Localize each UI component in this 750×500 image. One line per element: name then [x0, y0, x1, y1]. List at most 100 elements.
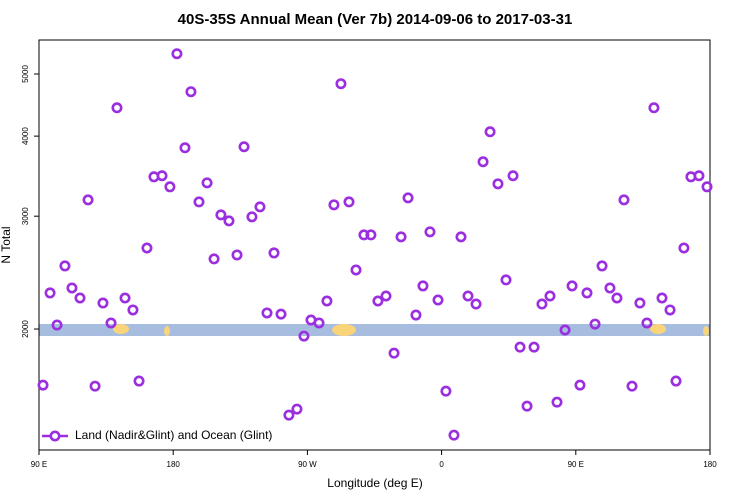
point — [701, 181, 713, 193]
point — [440, 385, 452, 397]
point — [254, 201, 266, 213]
point — [500, 274, 512, 286]
point — [417, 280, 429, 292]
point — [179, 142, 191, 154]
point — [604, 282, 616, 294]
point — [208, 253, 220, 265]
point — [470, 298, 482, 310]
point — [641, 317, 653, 329]
point — [156, 170, 168, 182]
point — [105, 317, 117, 329]
point — [492, 178, 504, 190]
point — [223, 215, 235, 227]
point — [193, 196, 205, 208]
point — [372, 295, 384, 307]
x-tick-label: 0 — [439, 460, 444, 469]
x-tick-label: 90 W — [298, 460, 317, 469]
point — [484, 126, 496, 138]
point — [268, 247, 280, 259]
y-tick-label: 2000 — [21, 320, 30, 338]
point — [395, 231, 407, 243]
point — [528, 341, 540, 353]
point — [634, 297, 646, 309]
x-tick-label: 90 E — [31, 460, 47, 469]
point — [59, 260, 71, 272]
y-tick-label: 5000 — [21, 65, 30, 83]
point — [611, 292, 623, 304]
point — [477, 156, 489, 168]
point — [566, 280, 578, 292]
point — [664, 304, 676, 316]
point — [74, 292, 86, 304]
point — [51, 319, 63, 331]
legend-marker — [49, 430, 61, 442]
point — [536, 298, 548, 310]
point — [133, 375, 145, 387]
point — [455, 231, 467, 243]
point — [507, 170, 519, 182]
point — [164, 181, 176, 193]
land-blobs — [113, 324, 709, 336]
point — [648, 102, 660, 114]
point — [402, 192, 414, 204]
point — [261, 307, 273, 319]
point — [596, 260, 608, 272]
point — [201, 177, 213, 189]
point — [66, 282, 78, 294]
y-tick-label: 4000 — [21, 127, 30, 145]
point — [89, 380, 101, 392]
point — [328, 199, 340, 211]
chart-title: 40S-35S Annual Mean (Ver 7b) 2014-09-06 … — [178, 11, 573, 28]
point — [343, 196, 355, 208]
point — [432, 294, 444, 306]
legend: Land (Nadir&Glint) and Ocean (Glint) — [42, 428, 272, 442]
point — [97, 297, 109, 309]
x-tick-label: 180 — [167, 460, 181, 469]
legend-label: Land (Nadir&Glint) and Ocean (Glint) — [75, 428, 272, 442]
point — [335, 78, 347, 90]
point — [514, 341, 526, 353]
point — [231, 249, 243, 261]
point — [298, 330, 310, 342]
point — [111, 102, 123, 114]
point — [350, 264, 362, 276]
point — [141, 242, 153, 254]
point — [693, 170, 705, 182]
point — [656, 292, 668, 304]
mask-band — [39, 324, 710, 336]
y-tick-label: 3000 — [21, 207, 30, 225]
plot-frame — [38, 39, 711, 451]
point — [380, 290, 392, 302]
point — [313, 317, 325, 329]
point — [678, 242, 690, 254]
point — [462, 290, 474, 302]
point — [581, 287, 593, 299]
point — [365, 229, 377, 241]
point — [82, 194, 94, 206]
point — [37, 379, 49, 391]
x-tick-label: 180 — [703, 460, 717, 469]
point — [410, 309, 422, 321]
point — [618, 194, 630, 206]
point — [544, 290, 556, 302]
point — [388, 347, 400, 359]
point — [589, 318, 601, 330]
point — [275, 308, 287, 320]
point — [448, 429, 460, 441]
point — [670, 375, 682, 387]
point — [283, 409, 295, 421]
point — [424, 226, 436, 238]
point — [127, 304, 139, 316]
y-axis-label: N Total — [0, 226, 13, 263]
point — [185, 86, 197, 98]
point — [551, 396, 563, 408]
point — [521, 400, 533, 412]
point — [321, 295, 333, 307]
point — [44, 287, 56, 299]
point — [215, 209, 227, 221]
point — [291, 403, 303, 415]
point — [559, 324, 571, 336]
point — [119, 292, 131, 304]
